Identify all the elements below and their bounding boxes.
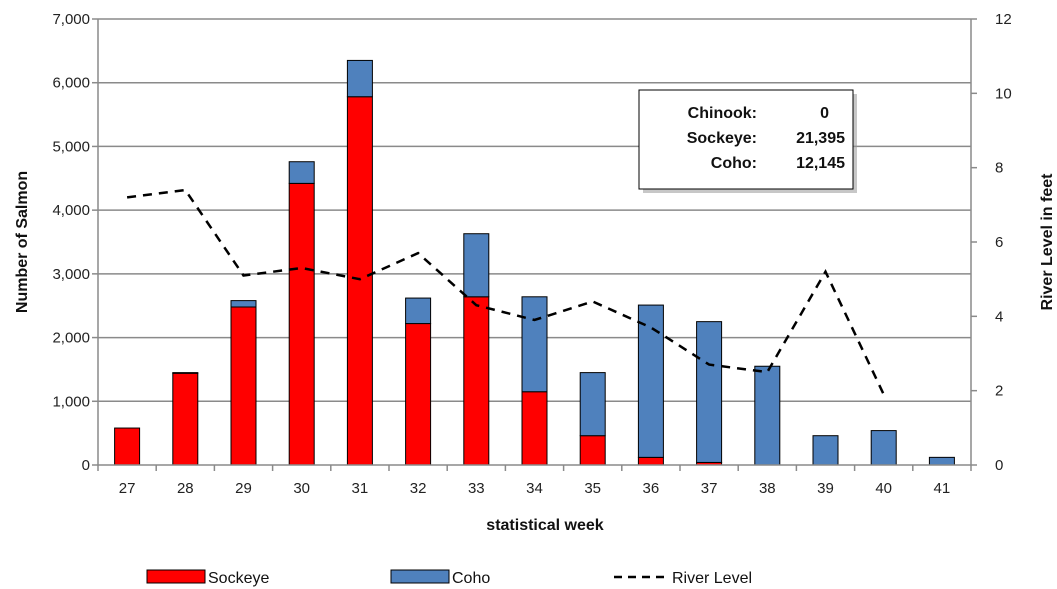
x-tick-label: 27 [119, 480, 136, 497]
axes [92, 18, 977, 471]
bar-coho [288, 161, 315, 184]
bar-sockeye [288, 182, 315, 466]
y2-tick-label: 12 [995, 11, 1012, 28]
x-tick-label: 38 [759, 480, 776, 497]
y2-tick-label: 4 [995, 308, 1003, 325]
y-tick-label: 6,000 [52, 75, 90, 92]
x-tick-label: 33 [468, 480, 485, 497]
y-tick-label: 3,000 [52, 266, 90, 283]
summary-value-coho: 12,145 [796, 155, 845, 172]
bar-coho [696, 321, 723, 463]
x-tick-label: 31 [352, 480, 369, 497]
bar-coho [521, 296, 548, 393]
river-level-layer [126, 188, 885, 395]
y-tick-label: 1,000 [52, 393, 90, 410]
y2-tick-label: 2 [995, 383, 1003, 400]
legend-label-river-level: River Level [672, 570, 752, 587]
bar-sockeye [463, 296, 490, 466]
y-tick-label: 7,000 [52, 11, 90, 28]
x-tick-label: 34 [526, 480, 543, 497]
x-tick-label: 40 [875, 480, 892, 497]
x-tick-label: 36 [643, 480, 660, 497]
bar-coho [346, 59, 373, 98]
bar-coho [870, 430, 897, 466]
x-tick-label: 32 [410, 480, 427, 497]
y-tick-label: 5,000 [52, 138, 90, 155]
bar-coho [928, 456, 955, 466]
x-tick-label: 29 [235, 480, 252, 497]
bar-coho [812, 435, 839, 466]
bar-coho [579, 372, 606, 437]
bar-sockeye [172, 372, 199, 466]
y2-tick-label: 10 [995, 85, 1012, 102]
x-tick-label: 39 [817, 480, 834, 497]
bars-layer [114, 59, 955, 466]
bar-sockeye [230, 306, 257, 466]
x-tick-label: 41 [934, 480, 951, 497]
x-tick-label: 35 [584, 480, 601, 497]
bar-sockeye [579, 435, 606, 466]
legend-swatch-sockeye [146, 569, 206, 584]
y2-tick-label: 6 [995, 234, 1003, 251]
summary-label-sockeye: Sockeye: [687, 130, 757, 147]
summary-label-coho: Coho: [711, 155, 757, 172]
summary-label-chinook: Chinook: [688, 105, 757, 122]
y-tick-label: 4,000 [52, 202, 90, 219]
y-axis-title: Number of Salmon [14, 171, 31, 313]
bar-coho [637, 304, 664, 458]
river-level-line [126, 188, 885, 395]
summary-value-chinook: 0 [820, 105, 829, 122]
legend: Sockeye Coho River Level [146, 569, 752, 587]
x-tick-label: 37 [701, 480, 718, 497]
x-axis-title: statistical week [486, 517, 604, 534]
bar-coho [405, 297, 432, 325]
y2-axis-title: River Level in feet [1039, 173, 1056, 311]
tick-labels: 0 1,000 2,000 3,000 4,000 5,000 6,000 7,000 0 2 4 6… [52, 11, 1011, 497]
summary-value-sockeye: 21,395 [796, 130, 845, 147]
legend-label-coho: Coho [452, 570, 490, 587]
bar-coho [463, 233, 490, 298]
legend-label-sockeye: Sockeye [208, 570, 269, 587]
bar-coho [754, 365, 781, 466]
y-tick-label: 2,000 [52, 330, 90, 347]
y-tick-label: 0 [82, 457, 90, 474]
bar-sockeye [346, 96, 373, 466]
bar-sockeye [637, 456, 664, 466]
bar-sockeye [405, 323, 432, 466]
y2-tick-label: 8 [995, 160, 1003, 177]
x-tick-label: 28 [177, 480, 194, 497]
bar-sockeye [521, 391, 548, 466]
summary-box: Chinook: 0 Sockeye: 21,395 Coho: 12,145 [638, 89, 857, 193]
y2-tick-label: 0 [995, 457, 1003, 474]
legend-swatch-coho [390, 569, 450, 584]
bar-sockeye [114, 427, 141, 466]
bar-coho [172, 372, 199, 374]
bar-coho [230, 300, 257, 308]
x-tick-label: 30 [293, 480, 310, 497]
